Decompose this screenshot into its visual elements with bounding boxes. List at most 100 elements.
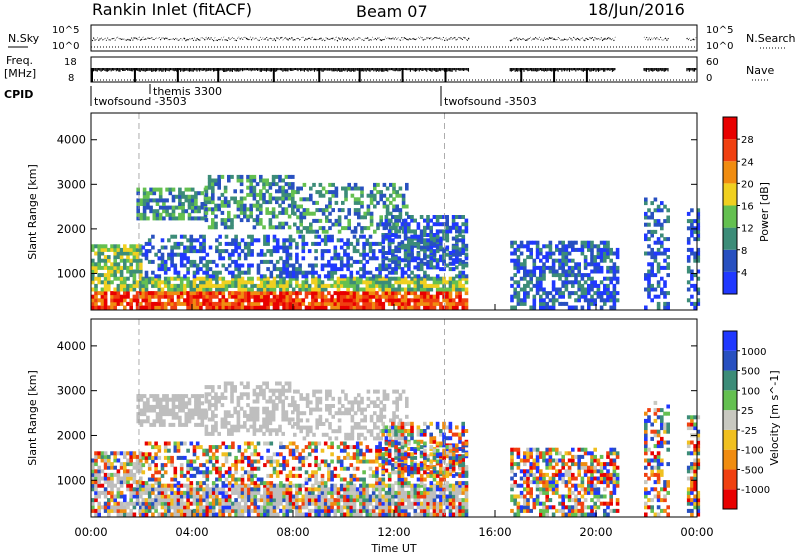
power-cell [426,264,430,268]
power-cell [197,206,201,210]
power-cell [465,288,469,292]
velocity-cell [241,491,245,495]
power-cell [549,244,553,248]
power-cell [293,205,297,209]
velocity-cell [309,408,313,412]
power-cell [279,295,283,299]
velocity-cell [201,416,205,420]
power-cell [414,306,418,310]
power-cell [590,277,594,281]
power-cell [231,249,235,253]
power-cell [603,255,607,259]
power-cell [275,200,279,204]
velocity-cell [224,396,228,400]
power-cell [154,280,158,284]
power-cell [319,183,323,187]
velocity-cell [167,495,171,499]
velocity-cell [452,433,456,437]
velocity-cell [356,487,360,491]
velocity-cell [231,474,235,478]
power-cell [142,284,146,288]
power-cell [269,222,273,226]
velocity-cell [458,513,462,517]
power-cell [291,186,295,190]
power-cell [262,200,266,204]
velocity-cell [104,502,108,506]
power-cell [330,274,334,278]
power-cell [376,226,380,230]
power-cell [565,262,569,266]
power-cell [170,249,174,253]
power-cell [338,208,342,212]
velocity-cell [224,425,228,429]
power-cell [353,235,357,239]
velocity-cell [149,423,153,427]
velocity-cell [319,422,323,426]
velocity-cell [315,397,319,401]
velocity-cell [423,422,427,426]
velocity-cell [378,498,382,502]
velocity-cell [177,449,181,453]
power-cell [154,253,158,257]
velocity-cell [426,491,430,495]
power-cell [158,280,162,284]
velocity-cell [315,408,319,412]
velocity-cell [260,505,264,509]
power-cell [133,298,137,302]
power-cell [238,274,242,278]
velocity-cell [247,463,251,467]
power-cell [249,211,253,215]
velocity-cell [305,502,309,506]
power-cell [407,264,411,268]
power-cell [276,306,280,310]
power-cell [101,298,105,302]
velocity-cell [417,502,421,506]
power-cell [410,277,414,281]
power-cell [206,295,210,299]
velocity-cell [250,509,254,513]
velocity-cell [165,409,169,413]
power-cell [228,284,232,288]
power-cell [346,242,350,246]
velocity-cell [378,487,382,491]
velocity-cell [381,433,385,437]
power-cell [590,252,594,256]
power-cell [292,274,296,278]
power-cell [266,284,270,288]
power-cell [289,302,293,306]
velocity-cell [117,480,121,484]
power-cell [286,306,290,310]
power-cell [295,271,299,275]
velocity-cell [214,407,218,411]
power-cell [107,284,111,288]
power-cell [693,230,697,234]
freq-step-5 [318,68,320,82]
power-cell [142,306,146,310]
velocity-cell [211,414,215,418]
power-cell [465,280,469,284]
velocity-cell [360,426,364,430]
power-cell [273,306,277,310]
power-cell [442,222,446,226]
power-cell [462,298,466,302]
velocity-cell [344,433,348,437]
velocity-cell [330,505,334,509]
power-cell [337,302,341,306]
power-cell [196,249,200,253]
power-cell [211,211,215,215]
velocity-cell [165,405,169,409]
velocity-cell [275,389,279,393]
velocity-cell [94,455,98,459]
velocity-cell [385,491,389,495]
power-cell [129,306,133,310]
power-cell [378,267,382,271]
power-cell [225,267,229,271]
power-cell [407,246,411,250]
velocity-cell [161,495,165,499]
power-cell [446,253,450,257]
power-cell [139,273,143,277]
power-colorbar-label-6: 28 [741,135,754,146]
power-cell [455,265,459,269]
power-cell [315,219,319,223]
velocity-cell [259,389,263,393]
